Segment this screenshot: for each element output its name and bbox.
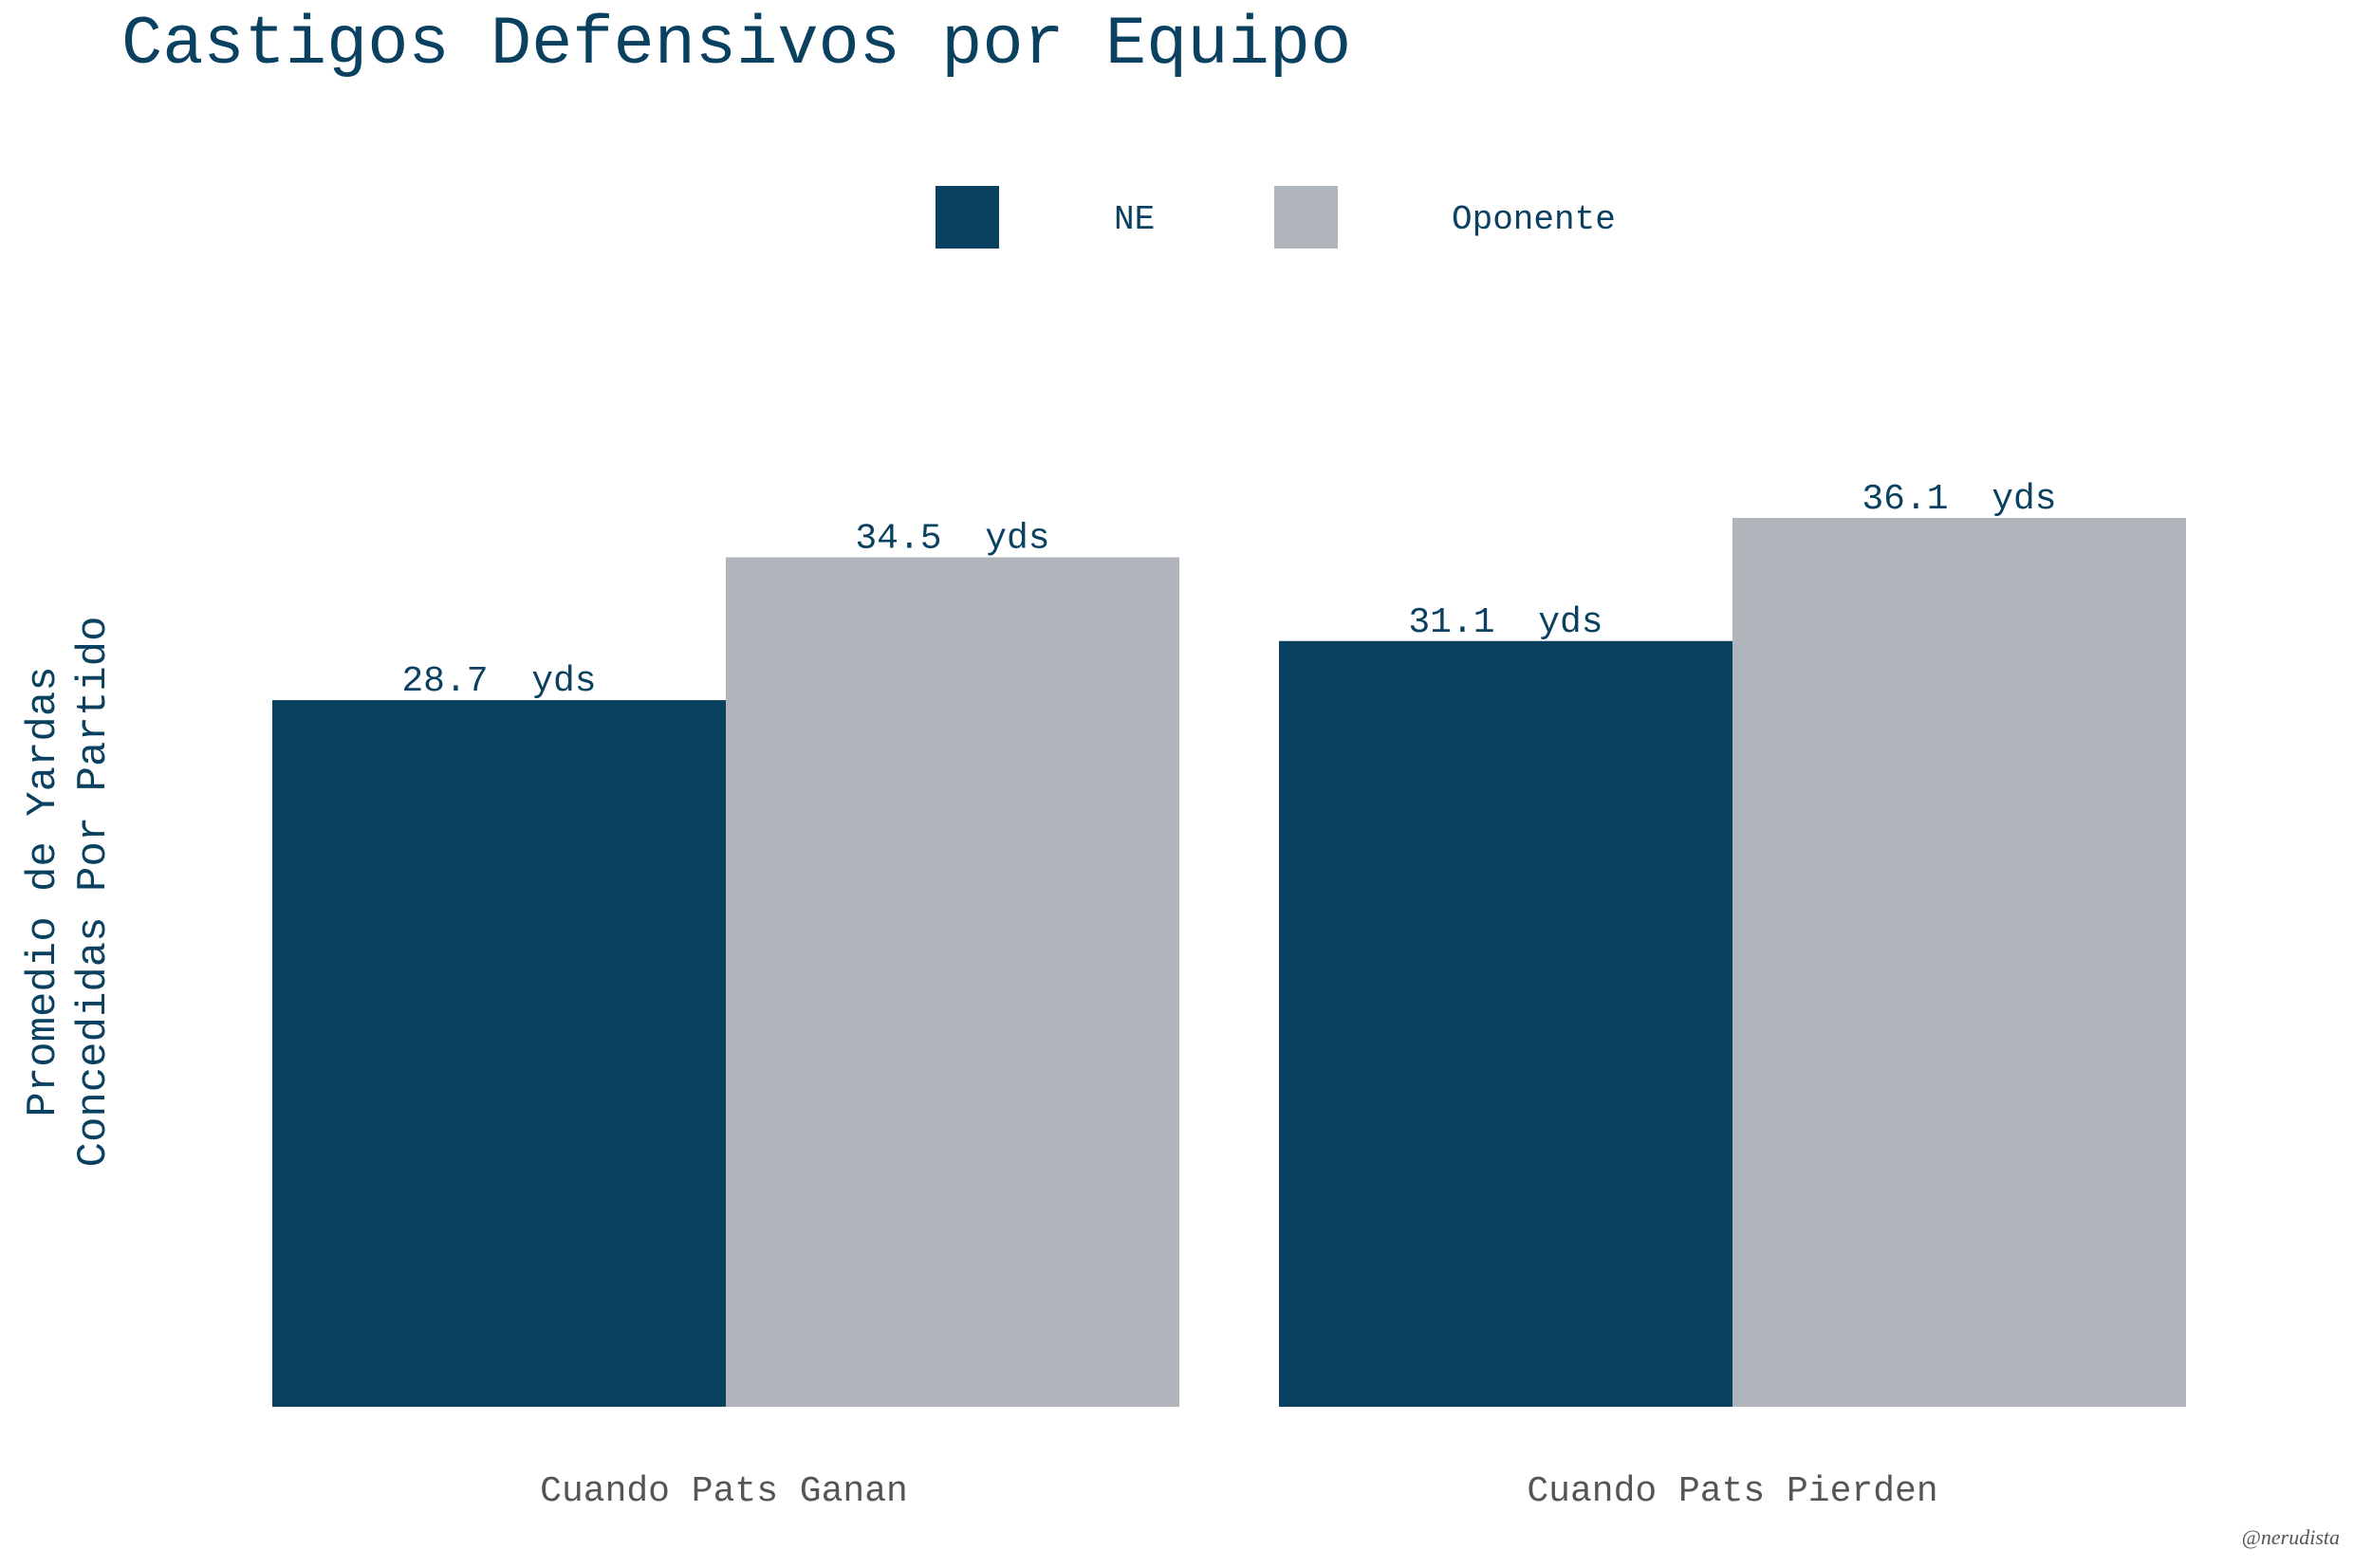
bar-value-label: 36.1 yds xyxy=(1862,479,2056,520)
legend-swatch-ne xyxy=(936,186,999,249)
bar-value-label: 28.7 yds xyxy=(401,661,596,702)
legend-swatch-oponente xyxy=(1274,186,1338,249)
y-axis-label: Promedio de Yardas Concedidas Por Partid… xyxy=(20,617,118,1168)
bars xyxy=(272,518,2186,1407)
bar-ne-2 xyxy=(1279,640,1732,1407)
chart-title: Castigos Defensivos por Equipo xyxy=(121,6,1351,83)
bar-labels: 28.7 yds 31.1 yds 34.5 yds 36.1 yds xyxy=(401,479,2056,702)
bar-value-label: 31.1 yds xyxy=(1408,602,1603,643)
x-axis: Cuando Pats Ganan Cuando Pats Pierden xyxy=(540,1471,1937,1512)
y-axis-label-line-2: Concedidas Por Partido xyxy=(70,617,118,1168)
x-tick-label: Cuando Pats Pierden xyxy=(1527,1471,1937,1512)
legend: NE Oponente xyxy=(936,186,1616,249)
bar-oponente-2 xyxy=(1732,518,2186,1407)
bar-ne-1 xyxy=(272,700,726,1407)
x-tick-label: Cuando Pats Ganan xyxy=(540,1471,908,1512)
y-axis-label-line-1: Promedio de Yardas xyxy=(20,666,67,1116)
legend-label-oponente: Oponente xyxy=(1452,200,1616,239)
legend-label-ne: NE xyxy=(1114,200,1155,239)
bar-oponente-1 xyxy=(726,557,1179,1407)
caption: @nerudista xyxy=(2242,1525,2340,1549)
bar-value-label: 34.5 yds xyxy=(855,519,1049,560)
